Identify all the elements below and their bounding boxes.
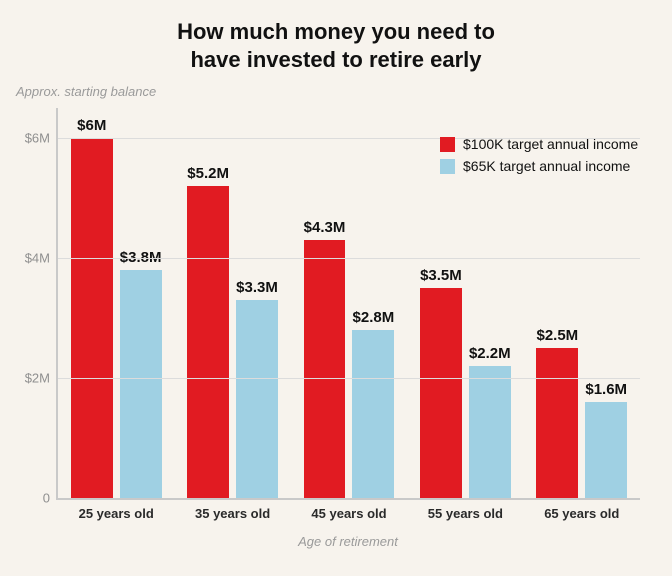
legend-swatch: [440, 137, 455, 152]
chart-title-line1: How much money you need to: [0, 18, 672, 46]
bar-s100k: $4.3M: [304, 240, 346, 498]
bar-s65k: $1.6M: [585, 402, 627, 498]
legend-label: $65K target annual income: [463, 158, 630, 174]
x-tick-label: 65 years old: [544, 498, 619, 521]
bar-value-label: $2.2M: [469, 345, 511, 366]
bar-s100k: $6M: [71, 138, 113, 498]
bar-s100k: $5.2M: [187, 186, 229, 498]
bar-s65k: $2.8M: [352, 330, 394, 498]
bar-group: $5.2M$3.3M35 years old: [174, 108, 290, 498]
bar-value-label: $1.6M: [585, 381, 627, 402]
y-tick-label: $4M: [25, 251, 58, 266]
bar-value-label: $3.8M: [120, 249, 162, 270]
y-axis-subtitle: Approx. starting balance: [16, 84, 156, 99]
chart-title: How much money you need to have invested…: [0, 0, 672, 73]
bar-value-label: $5.2M: [187, 165, 229, 186]
bar-value-label: $2.5M: [536, 327, 578, 348]
bar-value-label: $3.3M: [236, 279, 278, 300]
bar-group: $4.3M$2.8M45 years old: [291, 108, 407, 498]
bar-value-label: $6M: [77, 117, 106, 138]
legend-item: $100K target annual income: [440, 136, 638, 152]
bar-s100k: $3.5M: [420, 288, 462, 498]
grid-line: [58, 258, 640, 259]
bar-value-label: $2.8M: [353, 309, 395, 330]
bar-s65k: $3.8M: [120, 270, 162, 498]
x-tick-label: 45 years old: [311, 498, 386, 521]
chart-title-line2: have invested to retire early: [0, 46, 672, 74]
x-tick-label: 35 years old: [195, 498, 270, 521]
bar-s65k: $3.3M: [236, 300, 278, 498]
x-tick-label: 55 years old: [428, 498, 503, 521]
x-tick-label: 25 years old: [79, 498, 154, 521]
bar-s65k: $2.2M: [469, 366, 511, 498]
bar-group: $6M$3.8M25 years old: [58, 108, 174, 498]
y-tick-label: $2M: [25, 370, 58, 385]
x-axis-title: Age of retirement: [298, 534, 398, 549]
bar-value-label: $4.3M: [304, 219, 346, 240]
bar-value-label: $3.5M: [420, 267, 462, 288]
y-tick-label: $6M: [25, 131, 58, 146]
legend-label: $100K target annual income: [463, 136, 638, 152]
bar-s100k: $2.5M: [536, 348, 578, 498]
y-tick-label: 0: [43, 491, 58, 506]
legend-item: $65K target annual income: [440, 158, 638, 174]
legend-swatch: [440, 159, 455, 174]
grid-line: [58, 378, 640, 379]
legend: $100K target annual income $65K target an…: [440, 136, 638, 180]
